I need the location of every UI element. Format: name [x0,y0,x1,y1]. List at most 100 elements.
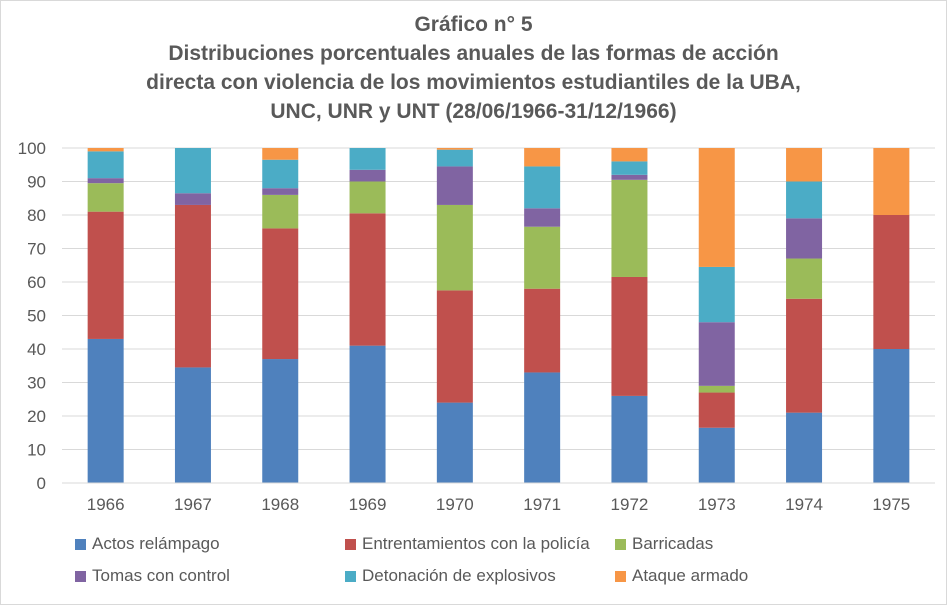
legend-item: Detonación de explosivos [345,566,556,586]
y-tick-label: 90 [27,173,46,192]
chart-subtitle-line-2: directa con violencia de los movimientos… [146,71,801,94]
bar-segment-1972-tomas-con-control [611,174,648,180]
bar-segment-1968-ataque-armado [262,148,299,160]
bar-segment-1973-actos-rel-mpago [698,427,735,483]
bar-segment-1970-tomas-con-control [436,166,473,205]
chart-legend: Actos relámpago Entrentamientos con la po… [0,530,947,600]
bar-segment-1972-ataque-armado [611,148,648,162]
chart-title: Gráfico n° 5 [414,13,533,36]
bar-segment-1974-tomas-con-control [786,218,823,259]
bar-segment-1966-barricadas [87,183,124,212]
legend-swatch [345,570,356,582]
legend-label: Barricadas [632,534,714,553]
x-tick-label: 1967 [174,495,212,514]
bar-segment-1972-entrentamientos-con-la-polic-a [611,276,648,396]
bar-segment-1971-ataque-armado [524,148,561,167]
bar-segment-1971-tomas-con-control [524,208,561,227]
legend-item: Actos relámpago [75,534,220,554]
legend-item: Tomas con control [75,566,230,586]
bar-segment-1974-barricadas [786,258,823,299]
y-tick-label: 80 [27,206,46,225]
y-tick-label: 100 [18,139,46,158]
chart-subtitle-line-1: Distribuciones porcentuales anuales de l… [168,42,779,65]
bar-segment-1966-tomas-con-control [87,178,124,184]
legend-item: Entrentamientos con la policía [345,534,590,554]
x-tick-label: 1972 [611,495,649,514]
y-tick-label: 20 [27,407,46,426]
bar-segment-1969-actos-rel-mpago [349,345,386,483]
x-tick-label: 1968 [261,495,299,514]
bar-segment-1967-tomas-con-control [174,193,211,205]
y-tick-label: 0 [37,474,46,493]
bar-segment-1973-barricadas [698,385,735,393]
y-tick-label: 70 [27,240,46,259]
bar-segment-1972-detonaci-n-de-explosivos [611,161,648,175]
bar-segment-1968-detonaci-n-de-explosivos [262,159,299,189]
chart-subtitle-line-3: UNC, UNR y UNT (28/06/1966-31/12/1966) [270,100,677,123]
stacked-bar-chart: 0 10 20 30 40 50 60 70 80 90 100 1966 1967 1968 1969 19… [18,139,935,514]
legend-item: Ataque armado [615,566,748,586]
legend-swatch [345,538,356,550]
x-tick-label: 1969 [349,495,387,514]
y-tick-label: 10 [27,441,46,460]
bar-segment-1967-actos-rel-mpago [174,367,211,483]
legend-swatch [615,538,626,550]
bar-segment-1971-entrentamientos-con-la-polic-a [524,288,561,373]
y-tick-label: 40 [27,340,46,359]
bar-segment-1972-actos-rel-mpago [611,395,648,483]
legend-label: Detonación de explosivos [362,566,556,585]
bar-segment-1968-barricadas [262,194,299,229]
bar-segment-1973-entrentamientos-con-la-polic-a [698,392,735,428]
x-tick-label: 1973 [698,495,736,514]
bar-segment-1971-barricadas [524,226,561,289]
bar-segment-1971-actos-rel-mpago [524,372,561,483]
x-tick-label: 1975 [872,495,910,514]
bar-segment-1969-entrentamientos-con-la-polic-a [349,213,386,346]
bar-segment-1969-tomas-con-control [349,169,386,182]
bar-segment-1968-entrentamientos-con-la-polic-a [262,228,299,360]
bar-segment-1971-detonaci-n-de-explosivos [524,166,561,209]
chart-title-block: Gráfico n° 5 Distribuciones porcentuales… [0,10,947,126]
bar-segment-1970-barricadas [436,204,473,291]
bar-segment-1974-entrentamientos-con-la-polic-a [786,298,823,413]
bar-segment-1973-detonaci-n-de-explosivos [698,266,735,323]
bar-segment-1966-ataque-armado [87,148,124,152]
y-tick-label: 30 [27,374,46,393]
legend-label: Tomas con control [92,566,230,585]
bar-segment-1967-entrentamientos-con-la-polic-a [174,204,211,368]
bar-segment-1966-entrentamientos-con-la-polic-a [87,211,124,339]
bar-segment-1970-detonaci-n-de-explosivos [436,149,473,167]
bar-segment-1974-actos-rel-mpago [786,412,823,483]
bar-segment-1969-barricadas [349,181,386,214]
bar-segment-1973-ataque-armado [698,148,735,267]
legend-swatch [75,538,86,550]
bar-segment-1970-actos-rel-mpago [436,402,473,483]
y-tick-label: 50 [27,307,46,326]
bar-segment-1970-entrentamientos-con-la-polic-a [436,290,473,403]
bar-segment-1972-barricadas [611,179,648,277]
bar-segment-1966-actos-rel-mpago [87,338,124,483]
legend-label: Ataque armado [632,566,749,585]
bar-segment-1969-detonaci-n-de-explosivos [349,148,386,170]
bar-segment-1966-detonaci-n-de-explosivos [87,151,124,179]
legend-label: Entrentamientos con la policía [362,534,590,553]
x-tick-label: 1971 [523,495,561,514]
bar-segment-1970-ataque-armado [436,148,473,150]
bar-segment-1974-detonaci-n-de-explosivos [786,181,823,219]
bar-segment-1968-actos-rel-mpago [262,359,299,483]
x-tick-label: 1966 [87,495,125,514]
bar-segment-1968-tomas-con-control [262,188,299,195]
legend-label: Actos relámpago [92,534,220,553]
bar-segment-1975-actos-rel-mpago [873,349,910,483]
x-tick-label: 1974 [785,495,823,514]
legend-item: Barricadas [615,534,713,554]
bar-segment-1967-detonaci-n-de-explosivos [174,148,211,194]
legend-swatch [615,570,626,582]
bar-segment-1974-ataque-armado [786,148,823,182]
legend-swatch [75,570,86,582]
y-tick-label: 60 [27,273,46,292]
bar-segment-1975-ataque-armado [873,148,910,215]
x-tick-label: 1970 [436,495,474,514]
bar-segment-1973-tomas-con-control [698,322,735,386]
bar-segment-1975-entrentamientos-con-la-polic-a [873,215,910,349]
